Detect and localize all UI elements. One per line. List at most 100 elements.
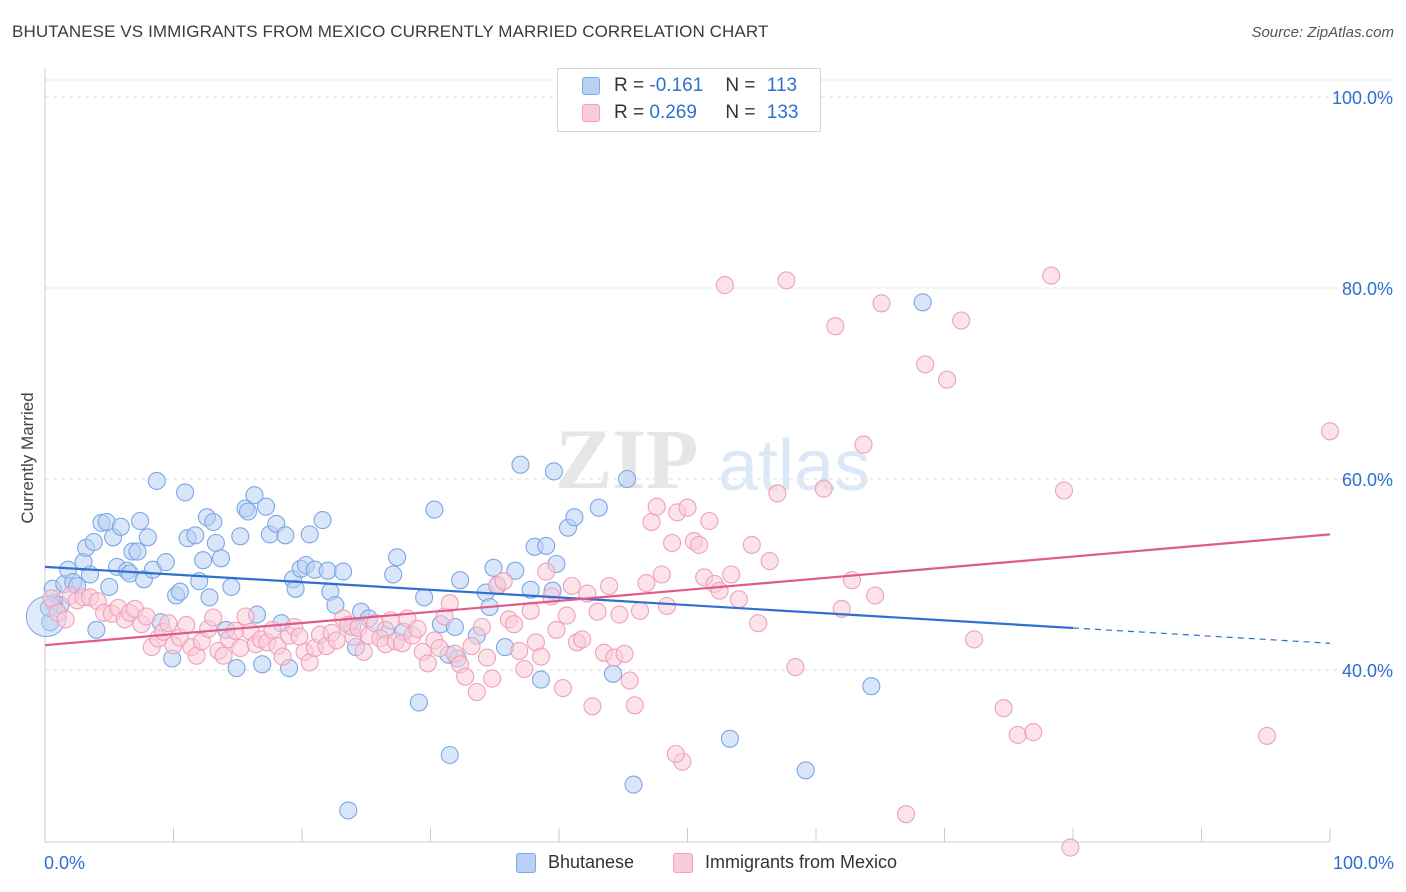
data-point bbox=[159, 614, 178, 633]
data-point bbox=[430, 638, 449, 658]
data-point bbox=[1042, 266, 1061, 285]
source-label: Source: ZipAtlas.com bbox=[1251, 24, 1394, 41]
data-point bbox=[573, 630, 592, 649]
data-point bbox=[290, 627, 309, 646]
legend-item-bhutanese[interactable]: Bhutanese bbox=[516, 852, 634, 873]
y-tick-label: 40.0% bbox=[1342, 661, 1393, 681]
data-point bbox=[231, 527, 250, 546]
watermark-atlas: atlas bbox=[718, 426, 870, 506]
data-point bbox=[866, 586, 885, 605]
data-point bbox=[862, 677, 881, 696]
data-point bbox=[565, 508, 584, 527]
data-point bbox=[537, 562, 556, 581]
data-point bbox=[147, 471, 166, 490]
legend-r-value: 0.269 bbox=[649, 102, 697, 123]
data-point bbox=[786, 658, 805, 677]
data-point bbox=[1054, 481, 1074, 500]
data-point bbox=[467, 682, 486, 702]
legend-n-value: 113 bbox=[766, 75, 798, 96]
data-point bbox=[557, 606, 576, 625]
data-point bbox=[531, 670, 551, 689]
data-point bbox=[354, 642, 373, 661]
data-point bbox=[510, 641, 529, 660]
data-point bbox=[647, 497, 666, 516]
legend-swatch-mexico bbox=[673, 852, 693, 873]
y-axis-label: Currently Married bbox=[18, 392, 37, 524]
data-point bbox=[384, 565, 403, 584]
data-point bbox=[494, 572, 513, 591]
data-point bbox=[553, 679, 572, 698]
data-point bbox=[637, 574, 656, 593]
data-point bbox=[226, 621, 245, 640]
correlation-legend: R = -0.161 N = 113 R = 0.269 N = 133 bbox=[557, 68, 821, 132]
data-point bbox=[896, 805, 916, 824]
axes bbox=[44, 68, 1331, 843]
data-point bbox=[652, 565, 671, 584]
data-point bbox=[227, 659, 246, 678]
trend-lines bbox=[44, 533, 1331, 647]
data-point bbox=[204, 512, 223, 532]
data-point bbox=[206, 533, 225, 553]
data-point bbox=[511, 455, 530, 474]
data-point bbox=[177, 616, 196, 635]
data-point bbox=[204, 608, 223, 627]
series-mexico-points bbox=[42, 266, 1340, 857]
legend-r-label: R = bbox=[614, 102, 645, 123]
trend-line-mexico bbox=[44, 533, 1331, 647]
data-point bbox=[236, 607, 255, 626]
data-point bbox=[483, 669, 502, 688]
data-point bbox=[408, 619, 427, 638]
data-point bbox=[440, 745, 459, 765]
data-point bbox=[625, 696, 644, 715]
data-point bbox=[618, 469, 637, 489]
data-point bbox=[170, 582, 189, 601]
data-point bbox=[245, 486, 264, 505]
data-point bbox=[938, 370, 957, 389]
watermark-zip: ZIP bbox=[555, 411, 698, 507]
legend-item-mexico[interactable]: Immigrants from Mexico bbox=[673, 852, 897, 873]
data-point bbox=[238, 502, 258, 521]
data-point bbox=[472, 617, 491, 637]
data-point bbox=[1061, 838, 1080, 857]
data-point bbox=[777, 271, 796, 290]
data-point bbox=[286, 579, 305, 598]
data-point bbox=[722, 565, 741, 584]
data-point bbox=[663, 533, 682, 553]
data-point bbox=[583, 697, 602, 716]
data-point bbox=[256, 497, 276, 516]
data-point bbox=[678, 498, 697, 517]
data-point bbox=[477, 648, 497, 667]
data-point bbox=[700, 511, 719, 531]
data-point bbox=[111, 517, 130, 536]
data-point bbox=[913, 293, 932, 312]
data-point bbox=[760, 552, 779, 571]
legend-label-bhutanese: Bhutanese bbox=[548, 852, 635, 872]
data-point bbox=[544, 462, 563, 481]
legend-swatch-bhutanese bbox=[582, 77, 600, 95]
data-point bbox=[537, 536, 556, 555]
data-point bbox=[720, 729, 739, 748]
data-point bbox=[200, 588, 219, 607]
data-point bbox=[994, 699, 1013, 718]
data-point bbox=[276, 526, 295, 545]
data-point bbox=[666, 744, 685, 764]
data-point bbox=[768, 484, 787, 503]
x-axis-min-label: 0.0% bbox=[44, 853, 86, 873]
data-point bbox=[214, 646, 233, 665]
chart-title: BHUTANESE VS IMMIGRANTS FROM MEXICO CURR… bbox=[12, 22, 769, 41]
data-point bbox=[531, 647, 551, 666]
data-point bbox=[186, 526, 205, 545]
legend-n-value: 133 bbox=[766, 102, 799, 123]
data-point bbox=[620, 671, 639, 690]
data-point bbox=[388, 548, 407, 567]
data-point bbox=[588, 602, 607, 621]
series-bhutanese-points bbox=[25, 293, 932, 820]
trend-line-bhutanese-extension bbox=[1072, 627, 1331, 644]
data-point bbox=[610, 605, 629, 624]
data-point bbox=[826, 317, 845, 336]
data-point bbox=[440, 594, 459, 613]
data-point bbox=[603, 664, 623, 683]
data-point bbox=[326, 596, 345, 615]
data-point bbox=[425, 500, 444, 519]
data-point bbox=[729, 590, 748, 609]
